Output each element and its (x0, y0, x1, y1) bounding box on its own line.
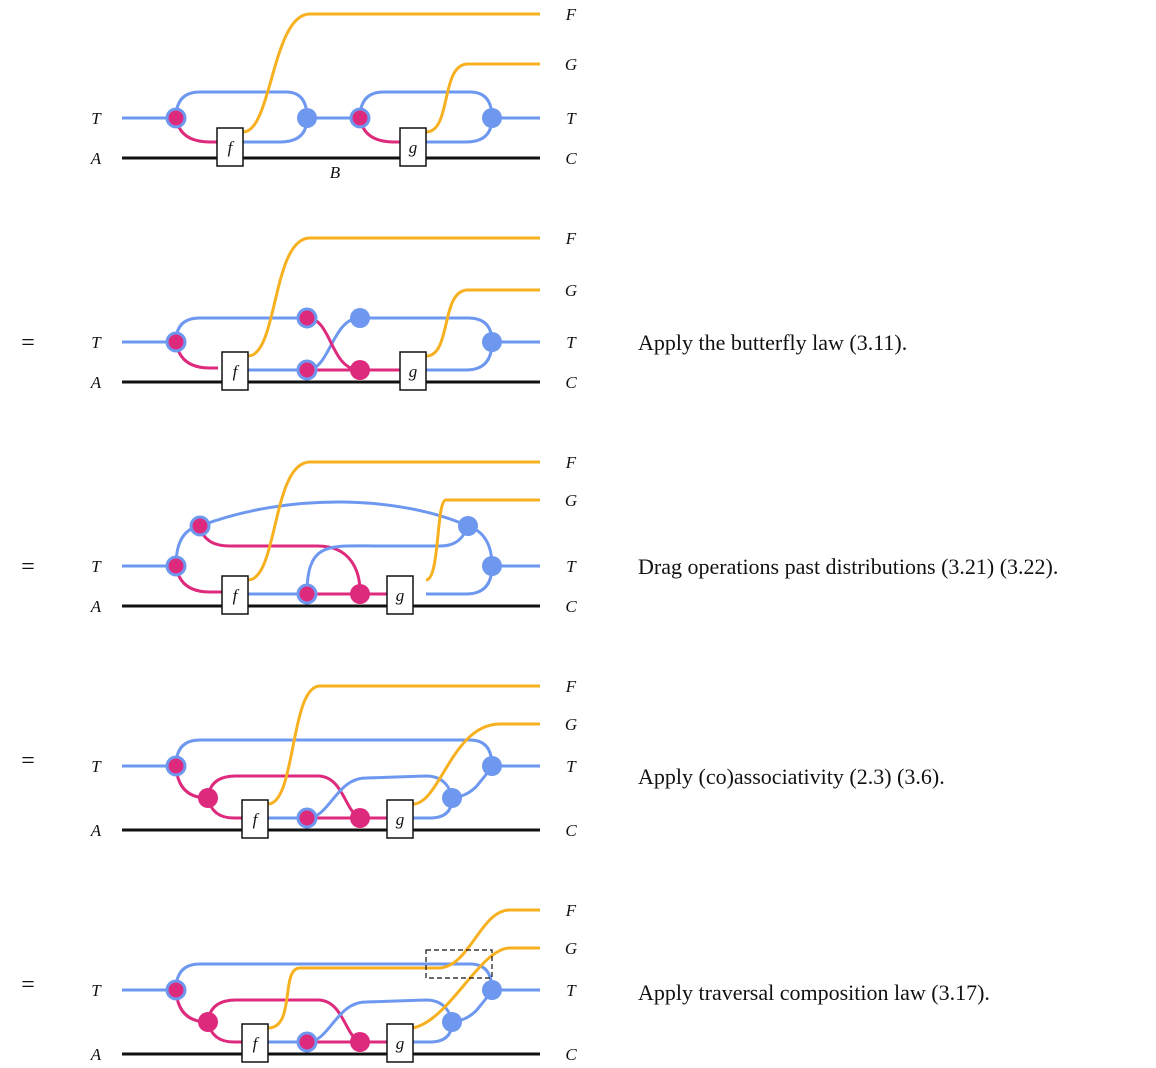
pink-node (298, 361, 316, 379)
blue-node (458, 516, 478, 536)
wire-cross-pink (307, 318, 360, 370)
wire-t-upper-2 (360, 92, 492, 118)
pink-node (191, 517, 209, 535)
label-c-out: C (565, 597, 577, 616)
blue-node (442, 1012, 462, 1032)
label-f-out: F (565, 677, 577, 696)
step-caption: Apply (co)associativity (2.3) (3.6). (638, 764, 945, 789)
equals-sign: = (21, 748, 35, 774)
label-a-in: A (90, 597, 102, 616)
label-g-out: G (565, 281, 577, 300)
wire-t-upper-left (176, 318, 307, 342)
label-f-out: F (565, 453, 577, 472)
label-t-in: T (91, 109, 102, 128)
pink-node-solid (198, 788, 218, 808)
label-b-mid: B (330, 163, 341, 182)
diagram-2: = f g T A F G T C Apply the butterfly la… (21, 229, 907, 392)
box-g-label: g (409, 362, 418, 381)
wire-t-arc (200, 502, 468, 526)
blue-node (482, 332, 502, 352)
blue-node (482, 556, 502, 576)
wire-cross-blue (307, 318, 360, 370)
pink-node (298, 1033, 316, 1051)
wire-blue-rise (307, 776, 452, 818)
pink-node-solid (350, 1032, 370, 1052)
pink-node (167, 981, 185, 999)
blue-node (482, 756, 502, 776)
label-t-in: T (91, 557, 102, 576)
label-c-out: C (565, 821, 577, 840)
label-f-out: F (565, 901, 577, 920)
label-c-out: C (565, 373, 577, 392)
wire-g-out (413, 948, 540, 1028)
label-t-out: T (566, 557, 577, 576)
pink-node (298, 309, 316, 327)
box-g-label: g (396, 586, 405, 605)
diagram-1: f g T A F G T C B (90, 5, 578, 182)
step-caption: Drag operations past distributions (3.21… (638, 554, 1058, 579)
pink-node (298, 585, 316, 603)
pink-node-solid (350, 584, 370, 604)
equals-sign: = (21, 972, 35, 998)
pink-node (167, 557, 185, 575)
label-c-out: C (565, 149, 577, 168)
label-t-out: T (566, 757, 577, 776)
label-a-in: A (90, 821, 102, 840)
label-g-out: G (565, 939, 577, 958)
pink-node (351, 109, 369, 127)
pink-node (167, 757, 185, 775)
wire-t-upper-1 (176, 92, 307, 118)
blue-node (442, 788, 462, 808)
diagram-5: = f g T A F G T C Apply traversal compos… (21, 901, 990, 1064)
label-g-out: G (565, 491, 577, 510)
pink-node-solid (350, 808, 370, 828)
label-g-out: G (565, 715, 577, 734)
pink-node (298, 809, 316, 827)
blue-node (350, 308, 370, 328)
step-caption: Apply the butterfly law (3.11). (638, 330, 907, 355)
step-caption: Apply traversal composition law (3.17). (638, 980, 990, 1005)
label-t-out: T (566, 109, 577, 128)
wire-f-out (268, 686, 540, 804)
wire-t-lower-1 (243, 118, 307, 142)
pink-node (167, 333, 185, 351)
box-g-label: g (396, 1034, 405, 1053)
label-a-in: A (90, 373, 102, 392)
equals-sign: = (21, 554, 35, 580)
diagram-3: = f g T A F G T C Drag operations past d… (21, 453, 1058, 616)
equals-sign: = (21, 330, 35, 356)
label-c-out: C (565, 1045, 577, 1064)
label-t-in: T (91, 981, 102, 1000)
label-f-out: F (565, 5, 577, 24)
diagram-4: = f g T A F G T C Apply (co)associativit… (21, 677, 944, 840)
pink-node-solid (350, 360, 370, 380)
blue-node (297, 108, 317, 128)
label-t-out: T (566, 333, 577, 352)
label-t-in: T (91, 757, 102, 776)
label-f-out: F (565, 229, 577, 248)
wire-t-lower-right (426, 566, 492, 594)
label-a-in: A (90, 1045, 102, 1064)
wire-f-out (268, 910, 540, 1028)
wire-g-out (413, 724, 540, 804)
blue-node (482, 980, 502, 1000)
blue-node (482, 108, 502, 128)
wire-t-lower-2 (426, 118, 492, 142)
wire-t-upper-right (360, 318, 492, 342)
label-a-in: A (90, 149, 102, 168)
wire-t-lower-right (426, 342, 492, 370)
label-g-out: G (565, 55, 577, 74)
label-t-in: T (91, 333, 102, 352)
wire-t-upper (176, 740, 492, 766)
pink-node (167, 109, 185, 127)
box-g-label: g (409, 138, 418, 157)
box-g-label: g (396, 810, 405, 829)
label-t-out: T (566, 981, 577, 1000)
pink-node-solid (198, 1012, 218, 1032)
